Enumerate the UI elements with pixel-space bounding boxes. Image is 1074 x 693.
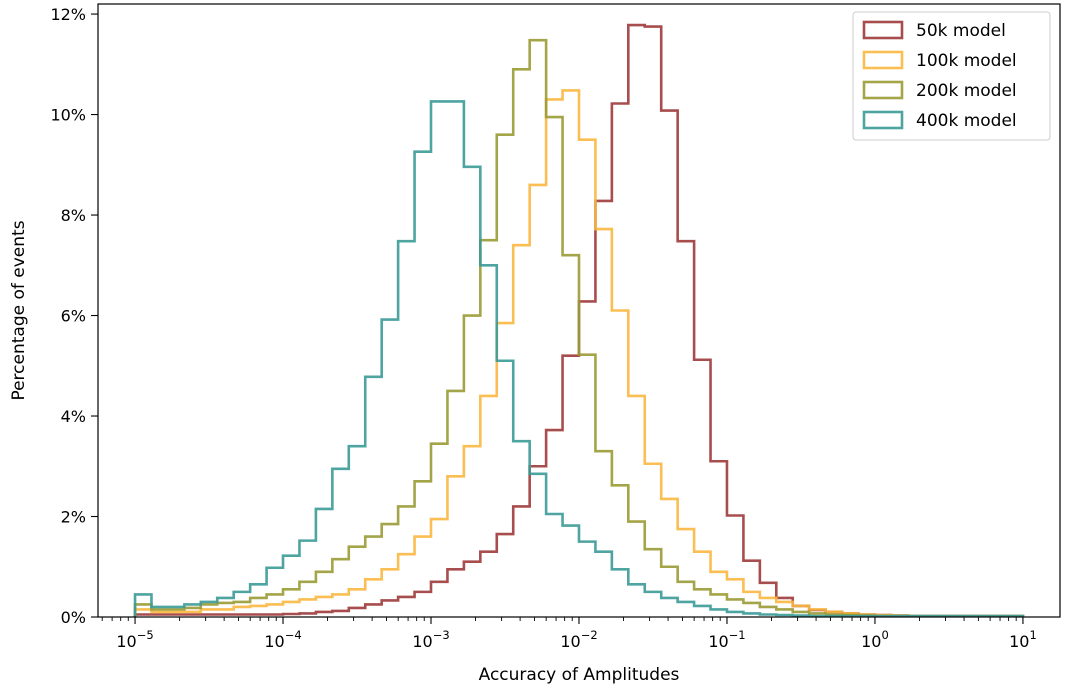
y-tick-label: 2% <box>61 508 86 527</box>
y-axis: 0% 2% 4% 6% 8% 10% 12% <box>50 5 98 627</box>
y-tick-label: 10% <box>50 106 86 125</box>
y-tick-label: 8% <box>61 206 86 225</box>
legend-box <box>852 11 1051 141</box>
y-tick-label: 6% <box>61 307 86 326</box>
x-tick-label: 10−2 <box>560 628 597 651</box>
legend-swatch <box>862 50 904 70</box>
y-axis-title: Percentage of events <box>9 220 29 400</box>
legend-label: 50k model <box>916 21 1006 41</box>
x-tick-label: 101 <box>1009 628 1037 651</box>
x-tick-label: 10−1 <box>708 628 745 651</box>
x-axis: 10−5 10−4 10−3 10−2 10−1 100 101 <box>101 617 1037 651</box>
series-line-2 <box>133 89 1025 618</box>
legend-label: 400k model <box>916 111 1017 131</box>
x-tick-label: 10−5 <box>116 628 153 651</box>
y-tick-label: 0% <box>61 608 86 627</box>
series-line-3 <box>133 38 1025 618</box>
legend-swatch <box>862 20 904 40</box>
legend-swatch <box>862 80 904 100</box>
x-tick-label: 100 <box>861 628 889 651</box>
legend-label: 200k model <box>916 81 1017 101</box>
series-line-4 <box>133 100 1025 618</box>
x-tick-label: 10−3 <box>412 628 449 651</box>
legend-label: 100k model <box>916 51 1017 71</box>
x-axis-title: Accuracy of Amplitudes <box>479 665 680 685</box>
y-tick-label: 4% <box>61 407 86 426</box>
legend: 50k model 100k model 200k model 400k model <box>852 11 1051 141</box>
series-layer <box>133 23 1025 618</box>
x-tick-label: 10−4 <box>264 628 301 651</box>
legend-swatch <box>862 110 904 130</box>
y-tick-label: 12% <box>50 5 86 24</box>
